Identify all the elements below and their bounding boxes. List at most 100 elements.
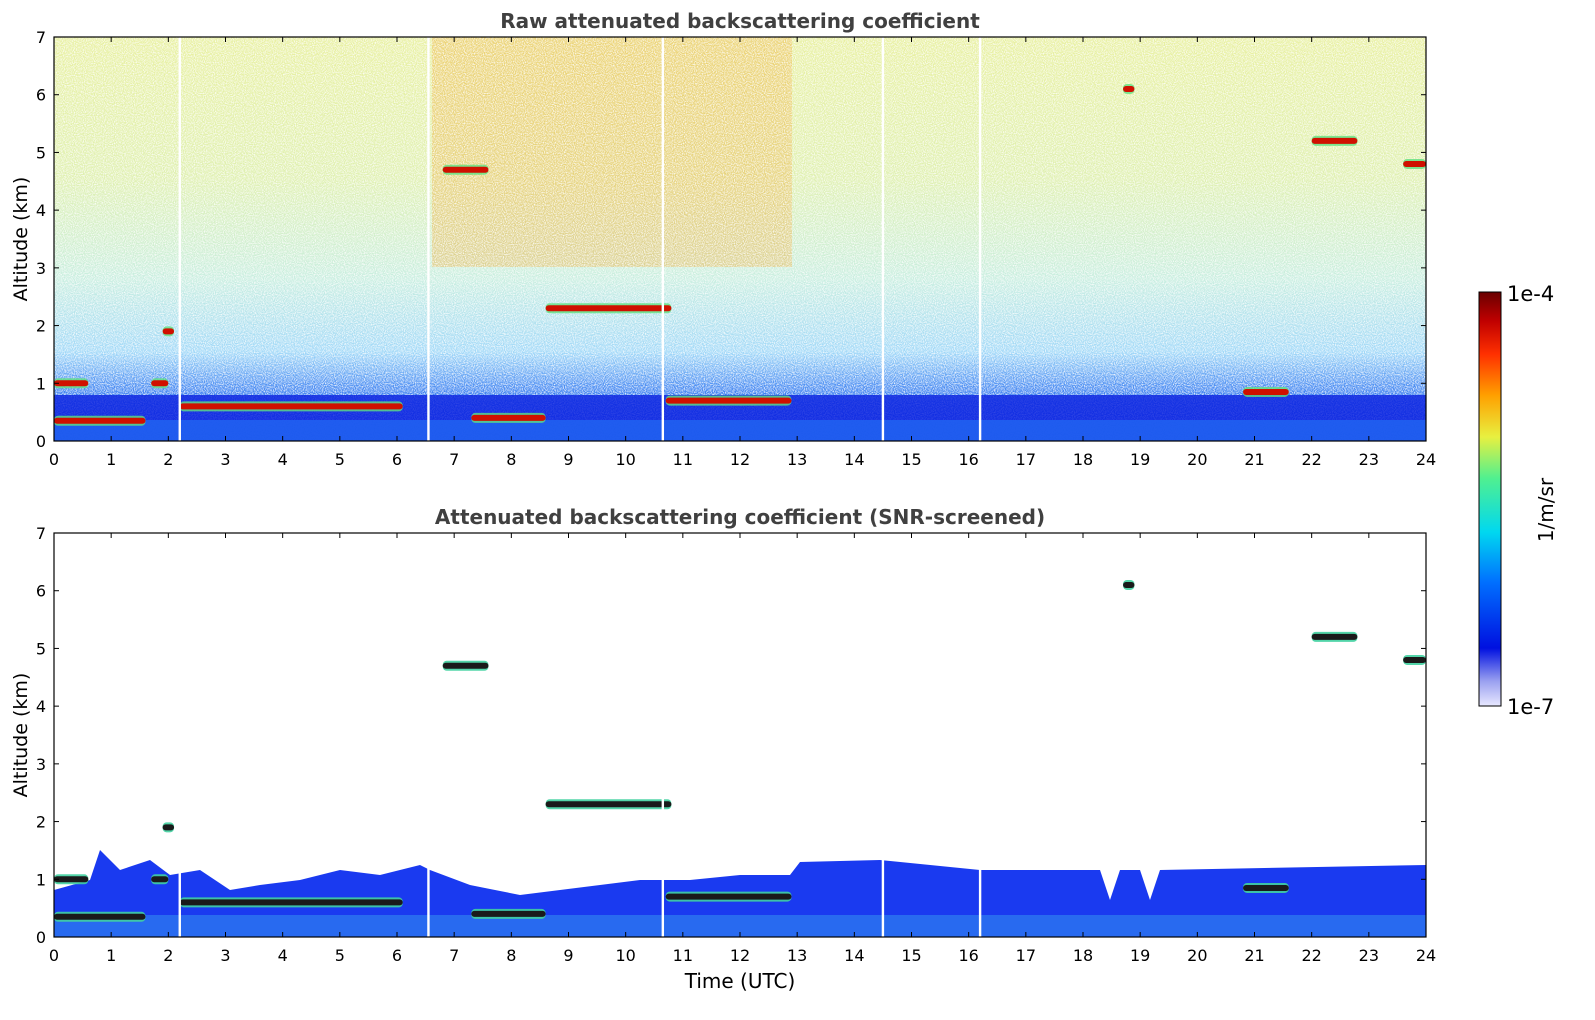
x-tick-label: 10: [615, 450, 635, 469]
data-gap-line: [661, 533, 665, 937]
cloud-feature: [665, 397, 792, 404]
x-tick-label: 17: [1016, 450, 1036, 469]
x-tick-label: 19: [1130, 450, 1150, 469]
cloud-feature: [54, 913, 146, 920]
x-tick-label: 15: [901, 946, 921, 965]
colorbar-max-label: 1e-4: [1507, 282, 1554, 306]
cloud-feature: [545, 305, 672, 312]
x-tick-label: 16: [958, 450, 978, 469]
y-tick-label: 0: [36, 432, 46, 451]
x-tick-label: 6: [392, 946, 402, 965]
screened-surface-layer: [54, 915, 1426, 937]
chart-title-bottom: Attenuated backscattering coefficient (S…: [434, 505, 1046, 529]
cloud-feature: [162, 328, 175, 335]
raw-speckle-overlay: [54, 37, 1426, 441]
data-gap-line: [978, 37, 982, 441]
cloud-feature: [442, 166, 489, 173]
x-tick-label: 9: [563, 450, 573, 469]
x-tick-label: 7: [449, 946, 459, 965]
x-tick-label: 8: [506, 450, 516, 469]
cloud-feature: [151, 876, 169, 883]
x-tick-label: 22: [1301, 450, 1321, 469]
x-axis-label: Time (UTC): [684, 969, 796, 993]
cloud-feature: [1403, 160, 1426, 167]
cloud-feature: [1311, 633, 1358, 640]
y-tick-label: 7: [36, 28, 46, 47]
x-tick-label: 10: [615, 946, 635, 965]
x-tick-label: 21: [1244, 946, 1264, 965]
x-tick-label: 12: [730, 946, 750, 965]
cloud-feature: [151, 380, 169, 387]
cloud-feature: [54, 380, 89, 387]
cloud-feature: [1311, 137, 1358, 144]
cloud-feature: [442, 662, 489, 669]
cloud-feature: [1123, 85, 1135, 92]
y-tick-label: 3: [36, 259, 46, 278]
x-tick-label: 13: [787, 450, 807, 469]
x-tick-label: 6: [392, 450, 402, 469]
cloud-feature: [54, 876, 89, 883]
snr-screened-panel: [54, 533, 1426, 937]
x-tick-label: 16: [958, 946, 978, 965]
x-tick-label: 7: [449, 450, 459, 469]
x-tick-label: 9: [563, 946, 573, 965]
raw-backscatter-panel: [54, 37, 1426, 441]
colorbar: 1e-4 1e-7 1/m/sr: [1478, 282, 1558, 719]
x-tick-label: 1: [106, 946, 116, 965]
x-tick-label: 11: [673, 450, 693, 469]
data-gap-line: [978, 533, 982, 937]
data-gap-line: [178, 37, 181, 441]
x-tick-label: 17: [1016, 946, 1036, 965]
x-tick-label: 23: [1359, 450, 1379, 469]
data-gap-line: [661, 37, 665, 441]
x-tick-label: 5: [335, 946, 345, 965]
x-tick-label: 2: [163, 450, 173, 469]
x-tick-label: 15: [901, 450, 921, 469]
x-tick-label: 0: [49, 450, 59, 469]
x-tick-label: 22: [1301, 946, 1321, 965]
cloud-feature: [665, 893, 792, 900]
x-tick-label: 3: [220, 946, 230, 965]
y-tick-label: 2: [36, 317, 46, 336]
y-tick-label: 5: [36, 143, 46, 162]
y-tick-label: 5: [36, 639, 46, 658]
x-tick-label: 12: [730, 450, 750, 469]
y-tick-label: 2: [36, 813, 46, 832]
x-tick-label: 14: [844, 450, 864, 469]
y-tick-label: 7: [36, 524, 46, 543]
data-gap-line: [427, 533, 430, 937]
cloud-feature: [471, 910, 546, 917]
colorbar-gradient: [1478, 291, 1502, 707]
x-tick-label: 23: [1359, 946, 1379, 965]
cloud-feature: [545, 801, 672, 808]
data-gap-line: [881, 533, 885, 937]
x-tick-label: 19: [1130, 946, 1150, 965]
cloud-feature: [471, 414, 546, 421]
data-gap-line: [178, 533, 181, 937]
x-tick-label: 5: [335, 450, 345, 469]
cloud-feature: [54, 417, 146, 424]
y-tick-label: 0: [36, 928, 46, 947]
cloud-feature: [1243, 388, 1289, 395]
raw-surface-layer: [54, 420, 1426, 441]
x-tick-label: 11: [673, 946, 693, 965]
x-tick-label: 24: [1416, 946, 1436, 965]
y-tick-label: 4: [36, 697, 46, 716]
chart-title-top: Raw attenuated backscattering coefficien…: [500, 9, 980, 33]
y-tick-label: 6: [36, 582, 46, 601]
cloud-feature: [162, 824, 175, 831]
y-tick-label: 4: [36, 201, 46, 220]
data-gap-line: [881, 37, 885, 441]
x-tick-label: 2: [163, 946, 173, 965]
x-tick-label: 24: [1416, 450, 1436, 469]
cloud-feature: [179, 403, 403, 410]
x-tick-label: 8: [506, 946, 516, 965]
colorbar-unit-label: 1/m/sr: [1534, 477, 1558, 542]
y-tick-label: 1: [36, 870, 46, 889]
colorbar-min-label: 1e-7: [1507, 695, 1554, 719]
x-tick-label: 13: [787, 946, 807, 965]
y-tick-label: 6: [36, 86, 46, 105]
x-tick-label: 18: [1073, 450, 1093, 469]
x-tick-label: 0: [49, 946, 59, 965]
